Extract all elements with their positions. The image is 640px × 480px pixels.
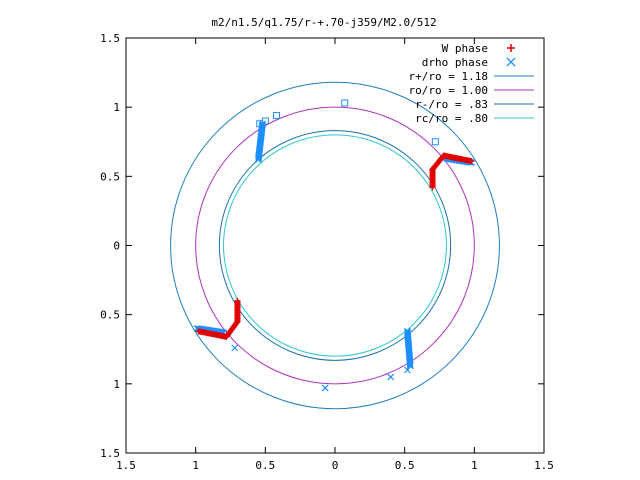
x-tick-label: 0	[332, 459, 339, 472]
legend-label: ro/ro = 1.00	[409, 84, 488, 97]
y-tick-label: 1	[113, 378, 120, 391]
phase-markers	[193, 99, 475, 392]
y-tick-label: 1	[113, 101, 120, 114]
y-tick-label: 1.5	[100, 32, 120, 45]
legend-swatch	[506, 57, 516, 67]
y-tick-label: 0	[113, 240, 120, 253]
legend-label: r-/ro = .83	[415, 98, 488, 111]
circle-0	[170, 81, 500, 410]
x-tick-labels: 1.5 1 0.5 0 0.5 1 1.5	[116, 459, 554, 472]
w-point-5-24	[195, 328, 202, 335]
x-tick-label: 1	[192, 459, 199, 472]
w-point-2-24	[468, 158, 475, 165]
drho-point-2-28	[406, 361, 414, 369]
circle-1	[195, 106, 475, 385]
y-tick-labels: 1.5 1 0.5 0 0.5 1 1.5	[100, 32, 120, 460]
drho-point-3	[272, 111, 280, 119]
circle-3	[223, 134, 447, 357]
drho-point-8	[321, 384, 329, 392]
chart-title: m2/n1.5/q1.75/r-+.70-j359/M2.0/512	[211, 16, 436, 29]
axis-ticks	[125, 37, 545, 454]
circle-2	[218, 130, 452, 361]
x-tick-label: 0.5	[255, 459, 275, 472]
drho-point-6	[404, 366, 411, 374]
y-tick-label: 0.5	[100, 170, 120, 183]
x-tick-label: 0.5	[395, 459, 415, 472]
drho-point-2-27	[406, 360, 414, 367]
drho-point-9	[231, 344, 239, 352]
drho-point-2	[341, 99, 349, 107]
y-tick-label: 1.5	[100, 447, 120, 460]
drho-point-0	[431, 138, 439, 146]
legend-label: drho phase	[422, 56, 488, 69]
drho-point-2-29	[406, 362, 414, 370]
x-tick-label: 1.5	[534, 459, 554, 472]
legend-label: W phase	[442, 42, 488, 55]
radius-circles	[170, 81, 500, 410]
x-tick-label: 1.5	[116, 459, 136, 472]
y-tick-label: 0.5	[100, 309, 120, 322]
drho-point-5	[256, 120, 264, 128]
legend-label: r+/ro = 1.18	[409, 70, 488, 83]
x-tick-label: 1	[471, 459, 478, 472]
drho-point-7	[387, 373, 395, 381]
legend-swatch	[507, 44, 515, 52]
legend-label: rc/ro = .80	[415, 112, 488, 125]
